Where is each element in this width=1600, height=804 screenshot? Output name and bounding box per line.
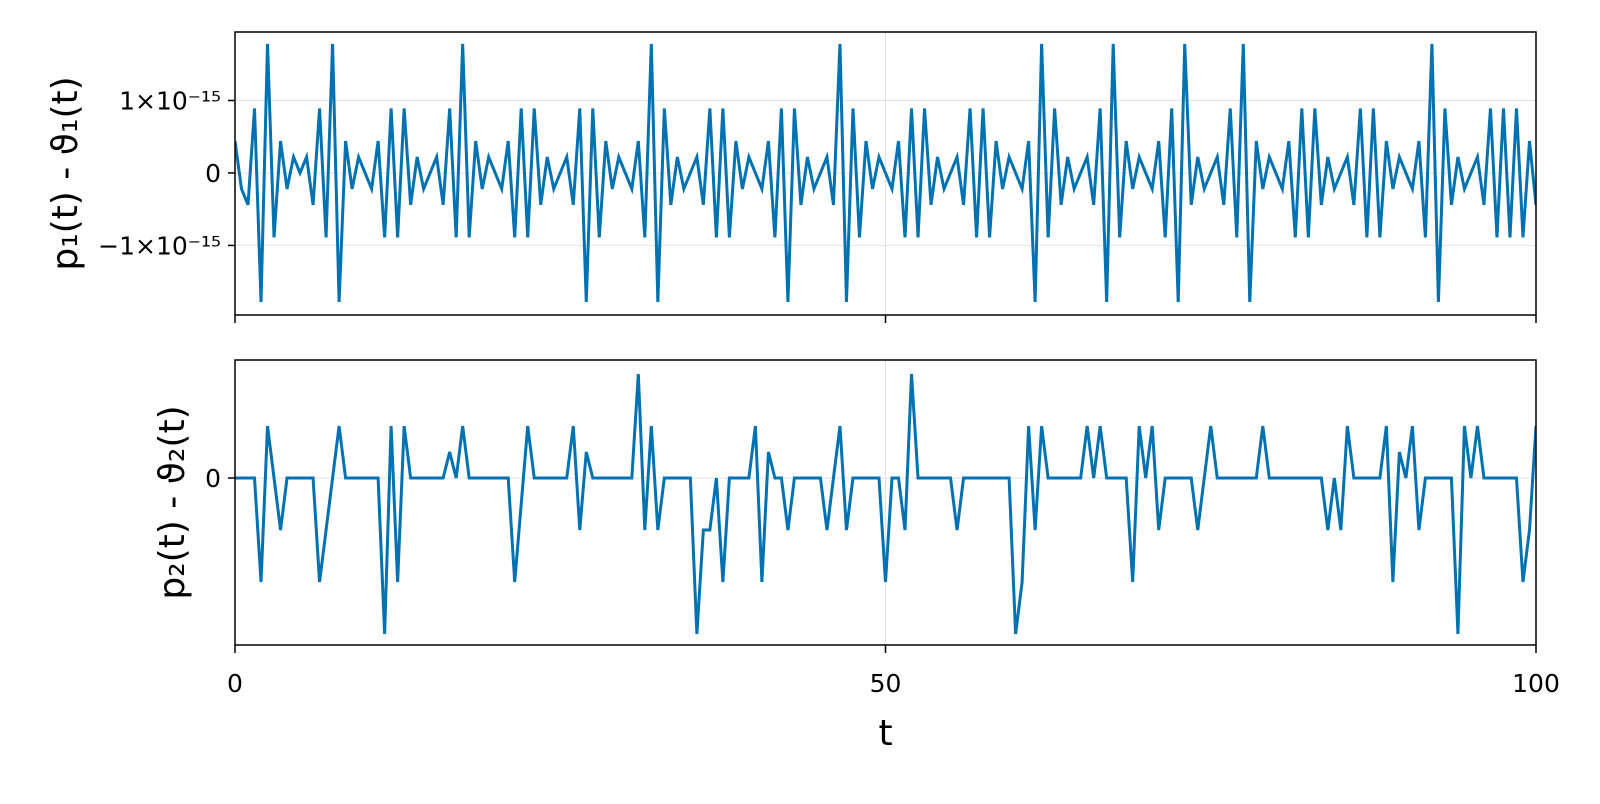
data-line	[235, 43, 1536, 303]
y-tick-label: −1×10⁻¹⁵	[98, 231, 221, 260]
y-tick-label: 0	[205, 464, 221, 493]
y-tick-label: 0	[205, 159, 221, 188]
data-line	[235, 373, 1536, 635]
y-tick-label: 1×10⁻¹⁵	[119, 86, 221, 115]
x-tick-label: 50	[870, 669, 902, 698]
x-axis-label: t	[878, 713, 892, 754]
y-axis-label: p₂(t) - ϑ₂(t)	[152, 405, 193, 599]
y-axis-label: p₁(t) - ϑ₁(t)	[45, 76, 86, 270]
x-tick-label: 0	[227, 669, 243, 698]
x-tick-label: 100	[1512, 669, 1560, 698]
